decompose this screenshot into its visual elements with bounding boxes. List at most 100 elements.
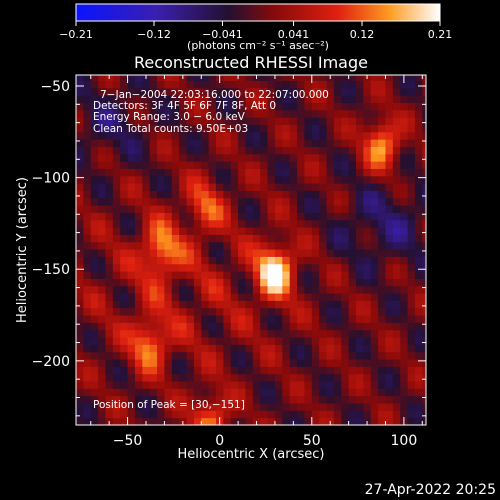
heatmap-cell bbox=[201, 344, 210, 353]
heatmap-cell bbox=[208, 344, 217, 353]
heatmap-cell bbox=[260, 271, 269, 279]
heatmap-cell bbox=[120, 263, 129, 272]
heatmap-cell bbox=[282, 87, 291, 96]
y-tick-label: −100 bbox=[32, 171, 70, 187]
heatmap-cell bbox=[157, 344, 165, 353]
heatmap-cell bbox=[216, 359, 224, 367]
heatmap-cell bbox=[289, 359, 298, 367]
heatmap-cell bbox=[90, 329, 99, 338]
heatmap-cell bbox=[90, 315, 99, 323]
heatmap-cell bbox=[319, 293, 328, 301]
heatmap-cell bbox=[282, 197, 291, 206]
heatmap-cell bbox=[112, 307, 121, 316]
heatmap-cell bbox=[252, 87, 261, 96]
heatmap-cell bbox=[98, 366, 106, 375]
heatmap-cell bbox=[208, 183, 217, 191]
heatmap-cell bbox=[363, 139, 372, 147]
heatmap-cell bbox=[407, 410, 416, 419]
heatmap-cell bbox=[319, 197, 328, 206]
heatmap-cell bbox=[105, 315, 114, 323]
heatmap-cell bbox=[319, 139, 328, 147]
heatmap-cell bbox=[363, 263, 372, 272]
heatmap-cell bbox=[142, 241, 151, 250]
heatmap-cell bbox=[348, 161, 357, 169]
heatmap-cell bbox=[186, 87, 195, 96]
heatmap-cell bbox=[341, 337, 350, 345]
heatmap-cell bbox=[223, 249, 232, 257]
heatmap-cell bbox=[356, 241, 364, 250]
heatmap-cell bbox=[98, 95, 106, 103]
heatmap-cell bbox=[252, 256, 261, 265]
heatmap-cell bbox=[83, 109, 92, 118]
heatmap-cell bbox=[179, 175, 188, 184]
heatmap-cell bbox=[341, 271, 350, 279]
heatmap-cell bbox=[134, 300, 143, 309]
heatmap-cell bbox=[134, 175, 143, 184]
heatmap-cell bbox=[230, 117, 239, 125]
heatmap-cell bbox=[208, 263, 217, 272]
heatmap-cell bbox=[230, 395, 239, 404]
heatmap-cell bbox=[385, 234, 394, 243]
heatmap-cell bbox=[341, 315, 350, 323]
heatmap-cell bbox=[311, 87, 320, 96]
heatmap-cell bbox=[134, 278, 143, 287]
heatmap-cell bbox=[274, 161, 283, 169]
heatmap-cell bbox=[348, 388, 357, 397]
heatmap-cell bbox=[171, 403, 180, 411]
heatmap-cell bbox=[392, 131, 401, 140]
heatmap-cell bbox=[326, 351, 335, 360]
heatmap-cell bbox=[363, 95, 372, 103]
heatmap-cell bbox=[252, 131, 261, 140]
plot-frame bbox=[75, 74, 427, 426]
heatmap-cell bbox=[422, 131, 426, 140]
heatmap-cell bbox=[230, 322, 239, 331]
heatmap-cell bbox=[341, 241, 350, 250]
heatmap-cell bbox=[120, 322, 129, 331]
heatmap-cell bbox=[120, 315, 129, 323]
heatmap-cell bbox=[171, 241, 180, 250]
heatmap-cell bbox=[392, 212, 401, 221]
heatmap-cell bbox=[370, 146, 379, 155]
heatmap-cell bbox=[238, 381, 246, 389]
heatmap-cell bbox=[186, 109, 195, 118]
heatmap-cell bbox=[378, 168, 386, 177]
heatmap-cell bbox=[304, 271, 313, 279]
heatmap-cell bbox=[238, 183, 246, 191]
heatmap-cell bbox=[289, 87, 298, 96]
heatmap-cell bbox=[282, 344, 291, 353]
heatmap-cell bbox=[127, 256, 136, 265]
heatmap-cell bbox=[333, 300, 342, 309]
heatmap-cell bbox=[311, 75, 320, 81]
heatmap-cell bbox=[142, 183, 151, 191]
heatmap-cell bbox=[90, 278, 99, 287]
heatmap-cell bbox=[142, 131, 151, 140]
heatmap-cell bbox=[289, 388, 298, 397]
heatmap-cell bbox=[216, 388, 224, 397]
heatmap-cell bbox=[201, 161, 210, 169]
heatmap-cell bbox=[311, 168, 320, 177]
heatmap-cell bbox=[127, 219, 136, 228]
heatmap-cell bbox=[142, 168, 151, 177]
heatmap-cell bbox=[105, 80, 114, 89]
heatmap-cell bbox=[319, 315, 328, 323]
heatmap-cell bbox=[304, 75, 313, 81]
heatmap-cell bbox=[127, 300, 136, 309]
heatmap-cell bbox=[260, 417, 269, 425]
heatmap-cell bbox=[319, 131, 328, 140]
heatmap-cell bbox=[400, 249, 409, 257]
heatmap-cell bbox=[201, 315, 210, 323]
heatmap-cell bbox=[245, 183, 254, 191]
heatmap-cell bbox=[252, 344, 261, 353]
heatmap-cell bbox=[230, 329, 239, 338]
heatmap-cell bbox=[267, 146, 276, 155]
heatmap-cell bbox=[311, 344, 320, 353]
heatmap-cell bbox=[260, 87, 269, 96]
heatmap-cell bbox=[378, 183, 386, 191]
heatmap-cell bbox=[297, 124, 305, 133]
heatmap-cell bbox=[400, 146, 409, 155]
heatmap-cell bbox=[348, 212, 357, 221]
heatmap-cell bbox=[274, 95, 283, 103]
heatmap-cell bbox=[356, 417, 364, 425]
heatmap-cell bbox=[260, 146, 269, 155]
heatmap-cell bbox=[378, 87, 386, 96]
